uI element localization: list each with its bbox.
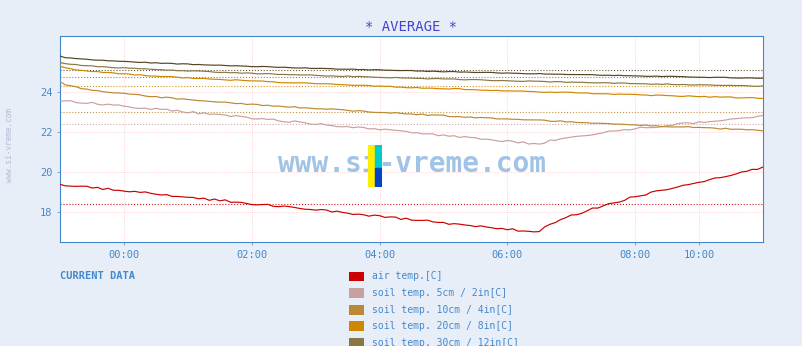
Bar [375,168,382,187]
Text: www.si-vreme.com: www.si-vreme.com [277,150,545,178]
Text: CURRENT DATA: CURRENT DATA [60,271,135,281]
Text: air temp.[C]: air temp.[C] [371,272,442,281]
Text: soil temp. 5cm / 2in[C]: soil temp. 5cm / 2in[C] [371,288,506,298]
Bar [367,145,375,187]
Text: soil temp. 30cm / 12in[C]: soil temp. 30cm / 12in[C] [371,338,518,346]
Text: soil temp. 20cm / 8in[C]: soil temp. 20cm / 8in[C] [371,321,512,331]
Text: soil temp. 10cm / 4in[C]: soil temp. 10cm / 4in[C] [371,305,512,315]
Text: www.si-vreme.com: www.si-vreme.com [5,108,14,182]
Title: * AVERAGE *: * AVERAGE * [365,20,457,34]
Bar [375,145,382,168]
